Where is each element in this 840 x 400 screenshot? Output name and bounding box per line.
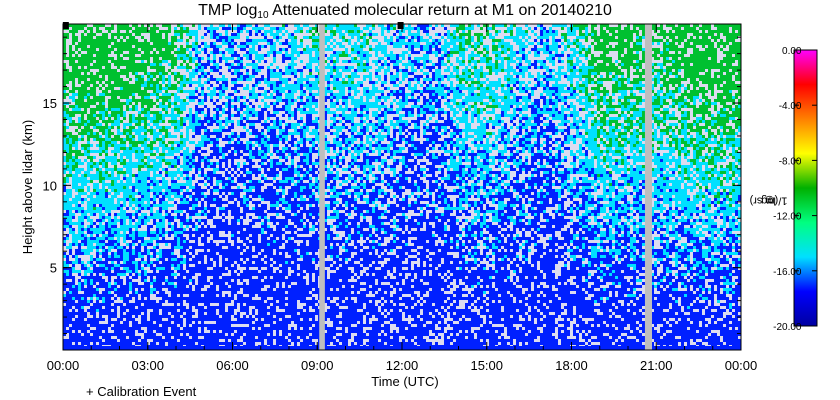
colorbar-tick-label: 0.00 — [782, 46, 802, 57]
y-tick-label: 15 — [43, 96, 57, 111]
x-axis-label: Time (UTC) — [371, 374, 438, 389]
missing-data-band — [645, 24, 652, 350]
heatmap-area — [63, 24, 741, 351]
y-tick-label: 10 — [43, 178, 57, 193]
x-tick-label: 09:00 — [301, 358, 334, 373]
missing-data-band — [319, 24, 325, 350]
x-tick-label: 21:00 — [640, 358, 673, 373]
calibration-mark — [63, 22, 69, 29]
x-tick-label: 06:00 — [216, 358, 249, 373]
calibration-mark — [398, 22, 404, 29]
x-tick-label: 03:00 — [131, 358, 164, 373]
colorbar — [794, 50, 817, 326]
x-tick-label: 00:00 — [47, 358, 80, 373]
x-tick-label: 00:00 — [725, 358, 758, 373]
y-axis-label: Height above lidar (km) — [20, 120, 35, 254]
x-tick-label: 18:00 — [555, 358, 588, 373]
x-tick-label: 12:00 — [386, 358, 419, 373]
x-tick-label: 15:00 — [470, 358, 503, 373]
colorbar-tick-label: -8.00 — [779, 156, 802, 167]
colorbar-tick-label: -16.00 — [773, 267, 802, 278]
colorbar-label-suffix: 1/(m sr) — [749, 194, 787, 206]
colorbar-tick-label: -4.00 — [779, 101, 802, 112]
y-tick-label: 5 — [50, 261, 57, 276]
colorbar-tick-label: -12.00 — [773, 212, 802, 223]
colorbar-label: log 10 1/(m sr) — [753, 190, 783, 210]
calibration-footnote: + Calibration Event — [86, 384, 196, 399]
colorbar-tick-label: -20.00 — [773, 322, 802, 333]
